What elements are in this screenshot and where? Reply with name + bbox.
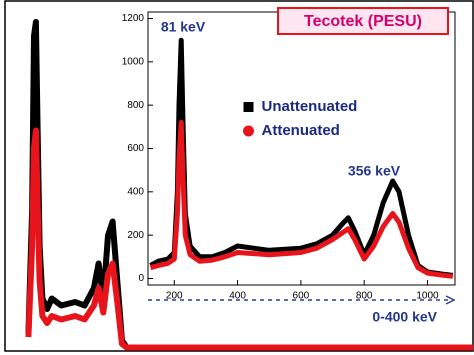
y-tick-label: 400	[127, 186, 144, 197]
arrow-head	[445, 295, 456, 305]
x-tick-label: 800	[356, 291, 373, 302]
x-tick-label: 400	[229, 291, 246, 302]
main-frame	[4, 0, 474, 352]
data-line	[149, 120, 454, 279]
data-line	[25, 19, 473, 351]
x-tick-label: 1000	[416, 291, 439, 302]
annotation: 356 keV	[348, 163, 401, 179]
y-tick-label: 1000	[122, 56, 145, 67]
y-tick-label: 800	[127, 100, 144, 111]
y-tick-label: 600	[127, 143, 144, 154]
x-tick-label: 200	[166, 291, 183, 302]
annotation: 81 keV	[161, 19, 206, 35]
annotation: 0-400 keV	[372, 309, 437, 325]
title-box	[277, 7, 449, 35]
y-tick-label: 0	[138, 273, 144, 284]
y-tick-label: 200	[127, 230, 144, 241]
chart-title: Tecotek (PESU)	[304, 13, 422, 30]
y-tick-label: 1200	[122, 13, 145, 24]
x-tick-label: 600	[293, 291, 310, 302]
legend-label: Attenuated	[262, 122, 340, 139]
legend-marker	[243, 125, 254, 137]
data-line	[25, 127, 473, 351]
legend-marker	[243, 102, 254, 112]
legend-label: Unattenuated	[262, 98, 358, 115]
data-line	[149, 37, 454, 278]
